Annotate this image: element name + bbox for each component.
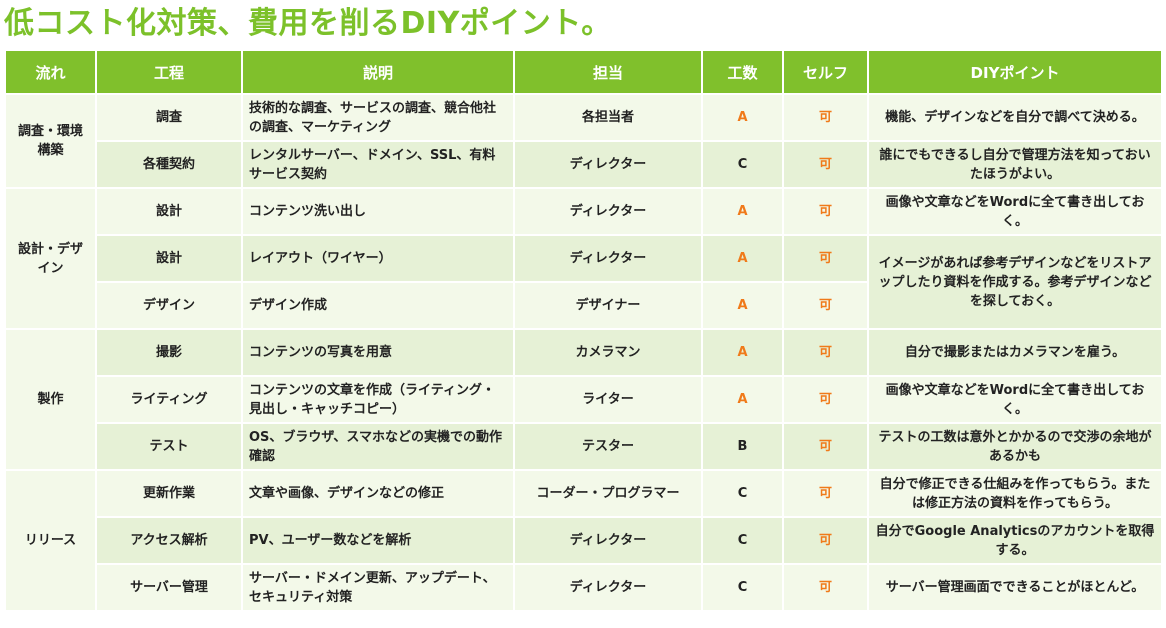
table-row: 製作 撮影 コンテンツの写真を用意 カメラマン A 可 自分で撮影またはカメラマ…	[6, 330, 1161, 469]
table-row: ライティング コンテンツの文章を作成（ライティング・見出し・キャッチコピー） ラ…	[6, 377, 1161, 422]
effort-cell: C	[703, 471, 782, 516]
owner-cell: ディレクター	[515, 189, 701, 234]
process-cell: テスト	[97, 424, 241, 469]
self-cell: 可	[784, 95, 867, 140]
process-cell: ライティング	[97, 377, 241, 422]
owner-cell: デザイナー	[515, 283, 701, 328]
process-cell: 更新作業	[97, 471, 241, 516]
header-process: 工程	[97, 51, 241, 93]
owner-cell: ディレクター	[515, 565, 701, 610]
diy-point-cell: サーバー管理画面でできることがほとんど。	[869, 565, 1161, 610]
self-cell: 可	[784, 330, 867, 375]
process-cell: 調査	[97, 95, 241, 140]
description-cell: PV、ユーザー数などを解析	[243, 518, 513, 563]
description-cell: OS、ブラウザ、スマホなどの実機での動作確認	[243, 424, 513, 469]
description-cell: レイアウト（ワイヤー）	[243, 236, 513, 281]
diy-point-cell: 機能、デザインなどを自分で調べて決める。	[869, 95, 1161, 140]
header-effort: 工数	[703, 51, 782, 93]
owner-cell: コーダー・プログラマー	[515, 471, 701, 516]
self-cell: 可	[784, 471, 867, 516]
process-cell: 設計	[97, 236, 241, 281]
owner-cell: ライター	[515, 377, 701, 422]
diy-point-cell: イメージがあれば参考デザインなどをリストアップしたり資料を作成する。参考デザイン…	[869, 236, 1161, 328]
owner-cell: カメラマン	[515, 330, 701, 375]
diy-point-cell: 画像や文章などをWordに全て書き出しておく。	[869, 189, 1161, 234]
diy-point-cell: 自分で修正できる仕組みを作ってもらう。または修正方法の資料を作ってもらう。	[869, 471, 1161, 516]
diy-point-cell: 誰にでもできるし自分で管理方法を知っておいたほうがよい。	[869, 142, 1161, 187]
table-row: 設計 レイアウト（ワイヤー） ディレクター A 可 イメージがあれば参考デザイン…	[6, 236, 1161, 328]
table-row: リリース 更新作業 文章や画像、デザインなどの修正 コーダー・プログラマー C …	[6, 471, 1161, 610]
effort-cell: B	[703, 424, 782, 469]
table-row: サーバー管理 サーバー・ドメイン更新、アップデート、セキュリティ対策 ディレクタ…	[6, 565, 1161, 610]
header-flow: 流れ	[6, 51, 95, 93]
process-cell: デザイン	[97, 283, 241, 328]
flow-cell: 製作	[6, 330, 95, 469]
header-row: 流れ 工程 説明 担当 工数 セルフ DIYポイント	[6, 51, 1161, 93]
table-row: デザイン デザイン作成 デザイナー A 可	[6, 283, 1161, 328]
flow-cell: 設計・デザイン	[6, 189, 95, 328]
self-cell: 可	[784, 518, 867, 563]
table-row: テスト OS、ブラウザ、スマホなどの実機での動作確認 テスター B 可 テストの…	[6, 424, 1161, 469]
self-cell: 可	[784, 189, 867, 234]
self-cell: 可	[784, 565, 867, 610]
self-cell: 可	[784, 236, 867, 281]
effort-cell: C	[703, 142, 782, 187]
flow-cell: リリース	[6, 471, 95, 610]
process-cell: アクセス解析	[97, 518, 241, 563]
self-cell: 可	[784, 424, 867, 469]
effort-cell: A	[703, 377, 782, 422]
process-cell: 撮影	[97, 330, 241, 375]
description-cell: コンテンツの写真を用意	[243, 330, 513, 375]
effort-cell: A	[703, 189, 782, 234]
table-row: アクセス解析 PV、ユーザー数などを解析 ディレクター C 可 自分でGoogl…	[6, 518, 1161, 563]
page-title: 低コスト化対策、費用を削るDIYポイント。	[4, 6, 612, 41]
description-cell: コンテンツの文章を作成（ライティング・見出し・キャッチコピー）	[243, 377, 513, 422]
owner-cell: テスター	[515, 424, 701, 469]
description-cell: デザイン作成	[243, 283, 513, 328]
description-cell: コンテンツ洗い出し	[243, 189, 513, 234]
self-cell: 可	[784, 142, 867, 187]
effort-cell: A	[703, 95, 782, 140]
description-cell: 文章や画像、デザインなどの修正	[243, 471, 513, 516]
diy-point-cell: 自分で撮影またはカメラマンを雇う。	[869, 330, 1161, 375]
flow-cell: 調査・環境構築	[6, 95, 95, 187]
header-diy-point: DIYポイント	[869, 51, 1161, 93]
description-cell: 技術的な調査、サービスの調査、競合他社の調査、マーケティング	[243, 95, 513, 140]
owner-cell: ディレクター	[515, 142, 701, 187]
diy-point-cell: 自分でGoogle Analyticsのアカウントを取得する。	[869, 518, 1161, 563]
owner-cell: ディレクター	[515, 236, 701, 281]
effort-cell: A	[703, 236, 782, 281]
description-cell: サーバー・ドメイン更新、アップデート、セキュリティ対策	[243, 565, 513, 610]
table-row: 設計・デザイン 設計 コンテンツ洗い出し ディレクター A 可 画像や文章などを…	[6, 189, 1161, 328]
effort-cell: C	[703, 565, 782, 610]
self-cell: 可	[784, 377, 867, 422]
effort-cell: A	[703, 283, 782, 328]
table-row: 調査・環境構築 調査 技術的な調査、サービスの調査、競合他社の調査、マーケティン…	[6, 95, 1161, 187]
diy-point-cell: 画像や文章などをWordに全て書き出しておく。	[869, 377, 1161, 422]
process-cell: 設計	[97, 189, 241, 234]
effort-cell: C	[703, 518, 782, 563]
description-cell: レンタルサーバー、ドメイン、SSL、有料サービス契約	[243, 142, 513, 187]
effort-cell: A	[703, 330, 782, 375]
self-cell: 可	[784, 283, 867, 328]
owner-cell: ディレクター	[515, 518, 701, 563]
diy-points-table: 流れ 工程 説明 担当 工数 セルフ DIYポイント 調査・環境構築 調査 技術…	[4, 49, 1163, 612]
process-cell: 各種契約	[97, 142, 241, 187]
header-description: 説明	[243, 51, 513, 93]
owner-cell: 各担当者	[515, 95, 701, 140]
table-row: 各種契約 レンタルサーバー、ドメイン、SSL、有料サービス契約 ディレクター C…	[6, 142, 1161, 187]
process-cell: サーバー管理	[97, 565, 241, 610]
header-owner: 担当	[515, 51, 701, 93]
header-self: セルフ	[784, 51, 867, 93]
diy-point-cell: テストの工数は意外とかかるので交渉の余地があるかも	[869, 424, 1161, 469]
